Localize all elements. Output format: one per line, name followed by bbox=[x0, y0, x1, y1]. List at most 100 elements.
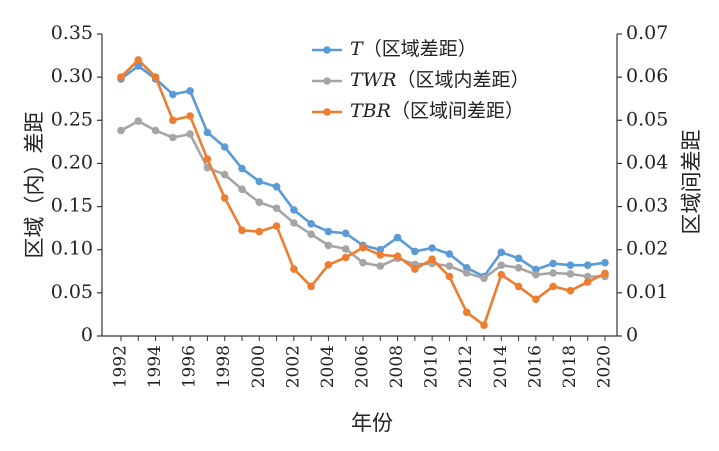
data-point bbox=[462, 269, 471, 277]
legend: T（区域差距） TWR（区域内差距） TBR（区域间差距） bbox=[312, 38, 530, 122]
data-point bbox=[220, 143, 229, 151]
data-point bbox=[411, 265, 419, 273]
data-point bbox=[376, 251, 385, 259]
x-tick-label: 2006 bbox=[353, 345, 373, 388]
data-point bbox=[238, 164, 246, 173]
x-tick-label: 2004 bbox=[318, 345, 338, 388]
data-point bbox=[480, 321, 488, 330]
data-point bbox=[393, 252, 402, 260]
data-point bbox=[497, 270, 506, 279]
data-point bbox=[151, 73, 160, 81]
series-line bbox=[120, 119, 605, 280]
data-point bbox=[359, 243, 367, 252]
data-point bbox=[549, 259, 557, 268]
legend-label: TBR（区域间差距） bbox=[350, 100, 524, 122]
data-point bbox=[480, 274, 488, 283]
legend-label-symbol: TWR bbox=[350, 69, 397, 91]
legend-item: TWR（区域内差距） bbox=[312, 69, 530, 91]
data-point bbox=[497, 261, 506, 270]
data-point bbox=[169, 116, 177, 125]
data-point bbox=[255, 177, 264, 186]
series-twr bbox=[117, 117, 609, 283]
data-point bbox=[307, 220, 315, 228]
left-y-tick-label: 0.30 bbox=[51, 65, 93, 87]
data-point bbox=[514, 254, 523, 263]
x-axis-title: 年份 bbox=[351, 411, 393, 435]
data-point bbox=[428, 255, 436, 263]
series-layer bbox=[117, 56, 609, 330]
left-y-tick-label: 0.25 bbox=[51, 108, 93, 130]
legend-label: T（区域差距） bbox=[350, 38, 477, 60]
data-point bbox=[411, 247, 419, 256]
data-point bbox=[272, 204, 281, 213]
data-point bbox=[445, 262, 454, 270]
data-point bbox=[462, 264, 471, 272]
series-tbr bbox=[117, 56, 609, 330]
data-point bbox=[255, 198, 264, 207]
data-point bbox=[272, 222, 281, 230]
data-point bbox=[428, 244, 436, 252]
x-tick-label: 2010 bbox=[422, 345, 442, 388]
x-tick-label: 1998 bbox=[214, 345, 234, 388]
data-point bbox=[238, 185, 246, 194]
data-point bbox=[169, 90, 177, 99]
data-point bbox=[220, 194, 229, 202]
x-tick-label: 2018 bbox=[560, 345, 580, 388]
data-point bbox=[497, 248, 506, 257]
legend-swatch-marker bbox=[323, 108, 331, 116]
data-point bbox=[307, 230, 315, 238]
right-y-tick-label: 0 bbox=[626, 324, 638, 346]
legend-swatch-marker bbox=[323, 46, 331, 54]
right-y-ticks: 0 0.01 0.02 0.03 0.04 0.05 0.06 0.07 bbox=[617, 22, 668, 346]
plot-area bbox=[101, 34, 618, 337]
left-y-tick-label: 0.10 bbox=[51, 238, 93, 260]
data-point bbox=[117, 73, 125, 81]
data-point bbox=[186, 87, 194, 95]
data-point bbox=[324, 241, 333, 250]
legend-item: TBR（区域间差距） bbox=[312, 100, 524, 122]
data-point bbox=[151, 126, 160, 135]
legend-label-desc: （区域差距） bbox=[363, 38, 477, 60]
data-point bbox=[514, 282, 523, 291]
right-y-tick-label: 0.01 bbox=[626, 281, 668, 303]
data-point bbox=[324, 227, 333, 236]
data-point bbox=[186, 130, 194, 138]
right-y-axis-title: 区域间差距 bbox=[680, 130, 704, 235]
x-tick-label: 2012 bbox=[456, 345, 476, 388]
right-y-tick-label: 0.06 bbox=[626, 65, 668, 87]
data-point bbox=[445, 272, 454, 281]
data-point bbox=[307, 282, 315, 291]
right-y-tick-label: 0.04 bbox=[626, 151, 668, 173]
left-y-tick-label: 0.05 bbox=[51, 281, 93, 303]
x-tick-label: 2016 bbox=[525, 345, 545, 388]
legend-label-symbol: T bbox=[350, 38, 364, 60]
x-tick-label: 2008 bbox=[387, 345, 407, 388]
data-point bbox=[532, 270, 540, 279]
data-point bbox=[169, 133, 177, 142]
data-point bbox=[583, 272, 592, 281]
data-point bbox=[549, 269, 557, 277]
right-y-tick-label: 0.07 bbox=[626, 22, 668, 44]
x-tick-label: 1992 bbox=[111, 345, 131, 388]
legend-swatch-marker bbox=[323, 77, 331, 85]
data-point bbox=[359, 258, 367, 267]
data-point bbox=[220, 170, 229, 179]
data-point bbox=[134, 62, 143, 70]
data-point bbox=[583, 278, 592, 286]
x-tick-label: 1996 bbox=[180, 345, 200, 388]
data-point bbox=[376, 262, 385, 270]
left-y-ticks: 0 0.05 0.10 0.15 0.20 0.25 0.30 0.35 bbox=[51, 22, 102, 346]
x-tick-label: 2002 bbox=[283, 345, 303, 388]
data-point bbox=[272, 182, 281, 191]
data-point bbox=[255, 227, 264, 236]
x-tick-label: 2000 bbox=[249, 345, 269, 388]
x-ticks: 1992 1994 1996 1998 2000 2002 2004 2006 2008 2010… bbox=[111, 336, 615, 388]
data-point bbox=[601, 258, 609, 267]
data-point bbox=[290, 265, 298, 273]
data-point bbox=[290, 219, 298, 227]
data-point bbox=[203, 155, 212, 163]
legend-label-desc: （区域间差距） bbox=[391, 100, 524, 122]
data-point bbox=[134, 56, 143, 64]
data-point bbox=[566, 261, 575, 270]
